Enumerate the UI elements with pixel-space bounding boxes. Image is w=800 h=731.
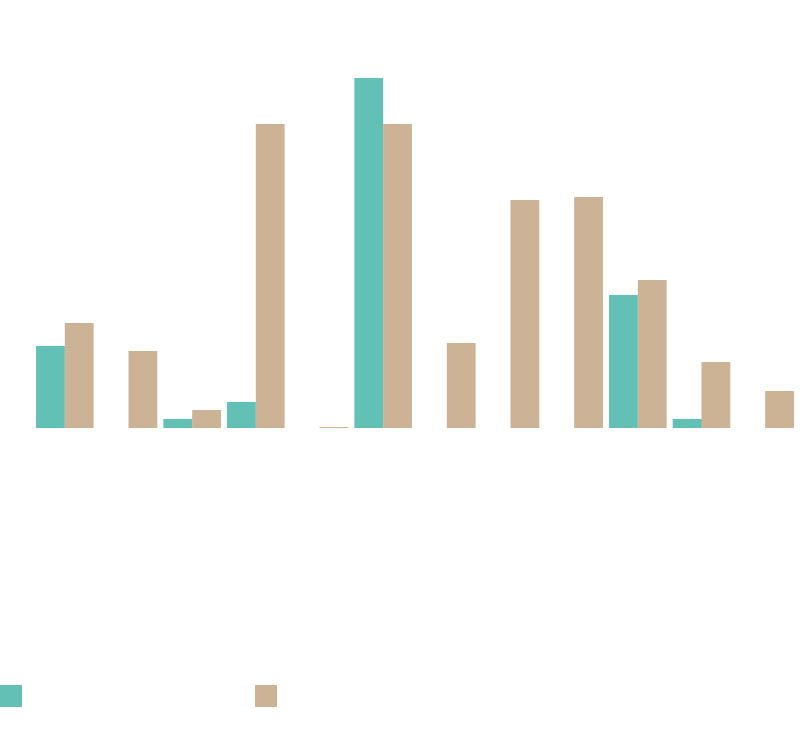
bar xyxy=(446,343,476,428)
bar xyxy=(192,410,221,428)
legend-swatch xyxy=(0,685,22,707)
bar xyxy=(510,200,540,428)
bar xyxy=(765,391,794,428)
bar xyxy=(609,295,638,428)
bar xyxy=(128,351,158,428)
bar xyxy=(64,323,94,428)
bar xyxy=(319,427,349,428)
bar xyxy=(383,124,412,428)
bar xyxy=(672,419,702,428)
bar xyxy=(701,362,731,428)
bar xyxy=(227,402,256,428)
bar xyxy=(637,280,667,428)
bar xyxy=(354,78,384,428)
bar xyxy=(574,197,603,428)
bar xyxy=(255,124,285,428)
legend-swatch xyxy=(255,685,277,707)
bar xyxy=(36,346,65,428)
bar xyxy=(163,419,193,428)
